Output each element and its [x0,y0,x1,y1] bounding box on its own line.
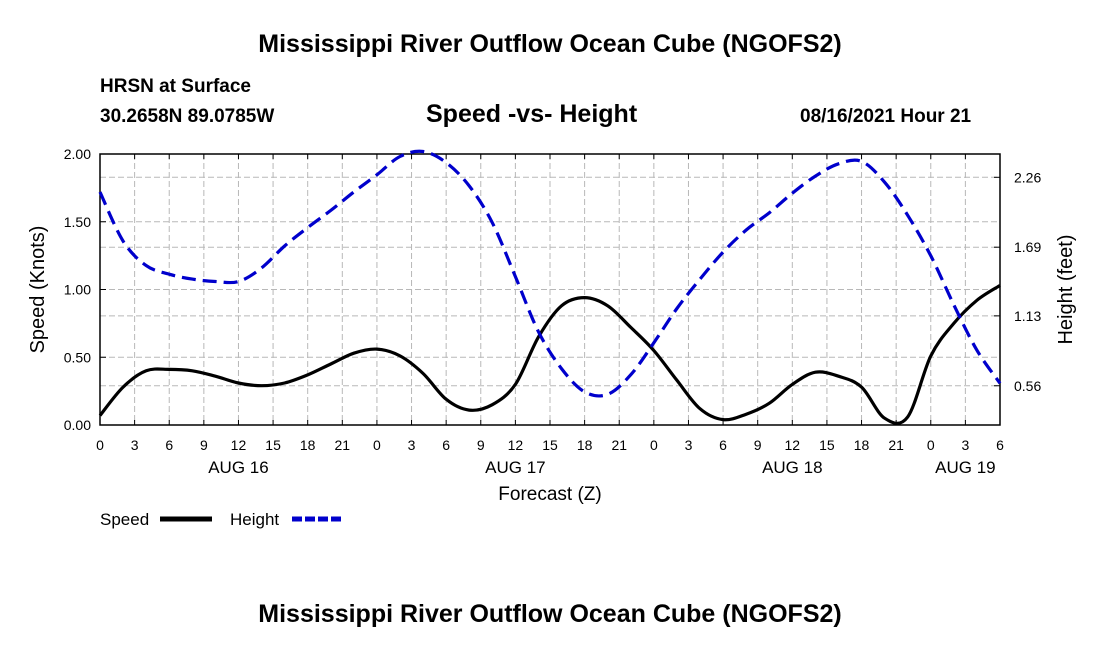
series-lines [98,149,1002,425]
x-tick-label: 15 [265,437,281,453]
x-tick-label: 0 [650,437,658,453]
y-axis-label: Speed (Knots) [27,226,49,354]
x-tick-label: 6 [165,437,173,453]
station-name: HRSN at Surface [100,76,251,97]
legend: Speed Height [100,510,342,529]
x-tick-label: 6 [719,437,727,453]
x-tick-label: 18 [300,437,316,453]
station-coordinates: 30.2658N 89.0785W [100,106,275,127]
x-tick-label: 3 [131,437,139,453]
speed-series-line [98,284,1001,425]
y-tick-label: 2.00 [64,146,91,162]
chart-title-bottom: Mississippi River Outflow Ocean Cube (NG… [258,600,842,628]
y2-tick-label: 0.56 [1014,378,1041,394]
forecast-timestamp: 08/16/2021 Hour 21 [800,106,972,127]
x-tick-label: 21 [335,437,351,453]
height-series-line [98,149,1002,398]
x-tick-label: 12 [508,437,524,453]
x-tick-label: 15 [819,437,835,453]
y2-axis-label: Height (feet) [1055,234,1077,344]
grid-lines [100,154,1000,425]
y-tick-label: 1.00 [64,282,91,298]
x-tick-label: 6 [442,437,450,453]
x-tick-label: 3 [961,437,969,453]
x-tick-label: 18 [577,437,593,453]
y2-tick-label: 1.13 [1014,308,1041,324]
x-tick-label: 6 [996,437,1004,453]
x-tick-label: 21 [611,437,627,453]
x-tick-label: 12 [785,437,801,453]
x-day-label: AUG 17 [485,458,545,477]
y-tick-label: 1.50 [64,214,91,230]
x-tick-label: 15 [542,437,558,453]
legend-speed-label: Speed [100,510,149,529]
x-tick-label: 0 [927,437,935,453]
x-tick-label: 0 [373,437,381,453]
x-day-label: AUG 19 [935,458,995,477]
chart-subtitle: Speed -vs- Height [426,100,638,128]
x-tick-label: 3 [685,437,693,453]
axes: 0 3 6 9 12 15 18 21 0 3 6 9 12 15 18 21 0 3 6 9 12 15 18 21 0 3 6A… [27,146,1077,505]
speed-height-chart: 0 3 6 9 12 15 18 21 0 3 6 9 12 15 18 21 0 3 6 9 12 15 18 21 0 3 6A… [27,146,1077,529]
x-tick-label: 0 [96,437,104,453]
x-tick-label: 9 [200,437,208,453]
x-tick-label: 12 [231,437,247,453]
x-day-label: AUG 16 [208,458,268,477]
legend-height-label: Height [230,510,279,529]
chart-title-top: Mississippi River Outflow Ocean Cube (NG… [258,30,842,58]
x-tick-label: 9 [477,437,485,453]
x-day-label: AUG 18 [762,458,822,477]
x-tick-label: 21 [888,437,904,453]
y-tick-label: 0.50 [64,349,91,365]
y2-tick-label: 1.69 [1014,239,1041,255]
x-axis-label: Forecast (Z) [498,484,601,505]
x-tick-label: 3 [408,437,416,453]
y2-tick-label: 2.26 [1014,169,1041,185]
y-tick-label: 0.00 [64,417,91,433]
x-tick-label: 9 [754,437,762,453]
x-tick-label: 18 [854,437,870,453]
